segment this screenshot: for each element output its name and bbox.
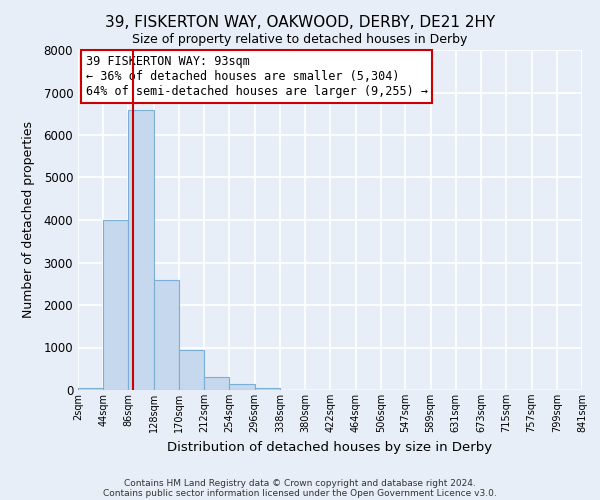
Bar <box>103 220 128 390</box>
Bar <box>154 280 179 390</box>
Text: Contains HM Land Registry data © Crown copyright and database right 2024.: Contains HM Land Registry data © Crown c… <box>124 478 476 488</box>
Text: Size of property relative to detached houses in Derby: Size of property relative to detached ho… <box>133 32 467 46</box>
Text: 39 FISKERTON WAY: 93sqm
← 36% of detached houses are smaller (5,304)
64% of semi: 39 FISKERTON WAY: 93sqm ← 36% of detache… <box>86 55 428 98</box>
Bar <box>179 350 204 390</box>
Y-axis label: Number of detached properties: Number of detached properties <box>22 122 35 318</box>
Bar <box>128 110 154 390</box>
Bar <box>254 388 280 390</box>
Bar <box>78 388 103 390</box>
Bar <box>204 377 229 390</box>
Text: Contains public sector information licensed under the Open Government Licence v3: Contains public sector information licen… <box>103 488 497 498</box>
Text: 39, FISKERTON WAY, OAKWOOD, DERBY, DE21 2HY: 39, FISKERTON WAY, OAKWOOD, DERBY, DE21 … <box>105 15 495 30</box>
X-axis label: Distribution of detached houses by size in Derby: Distribution of detached houses by size … <box>167 440 493 454</box>
Bar <box>229 384 254 390</box>
